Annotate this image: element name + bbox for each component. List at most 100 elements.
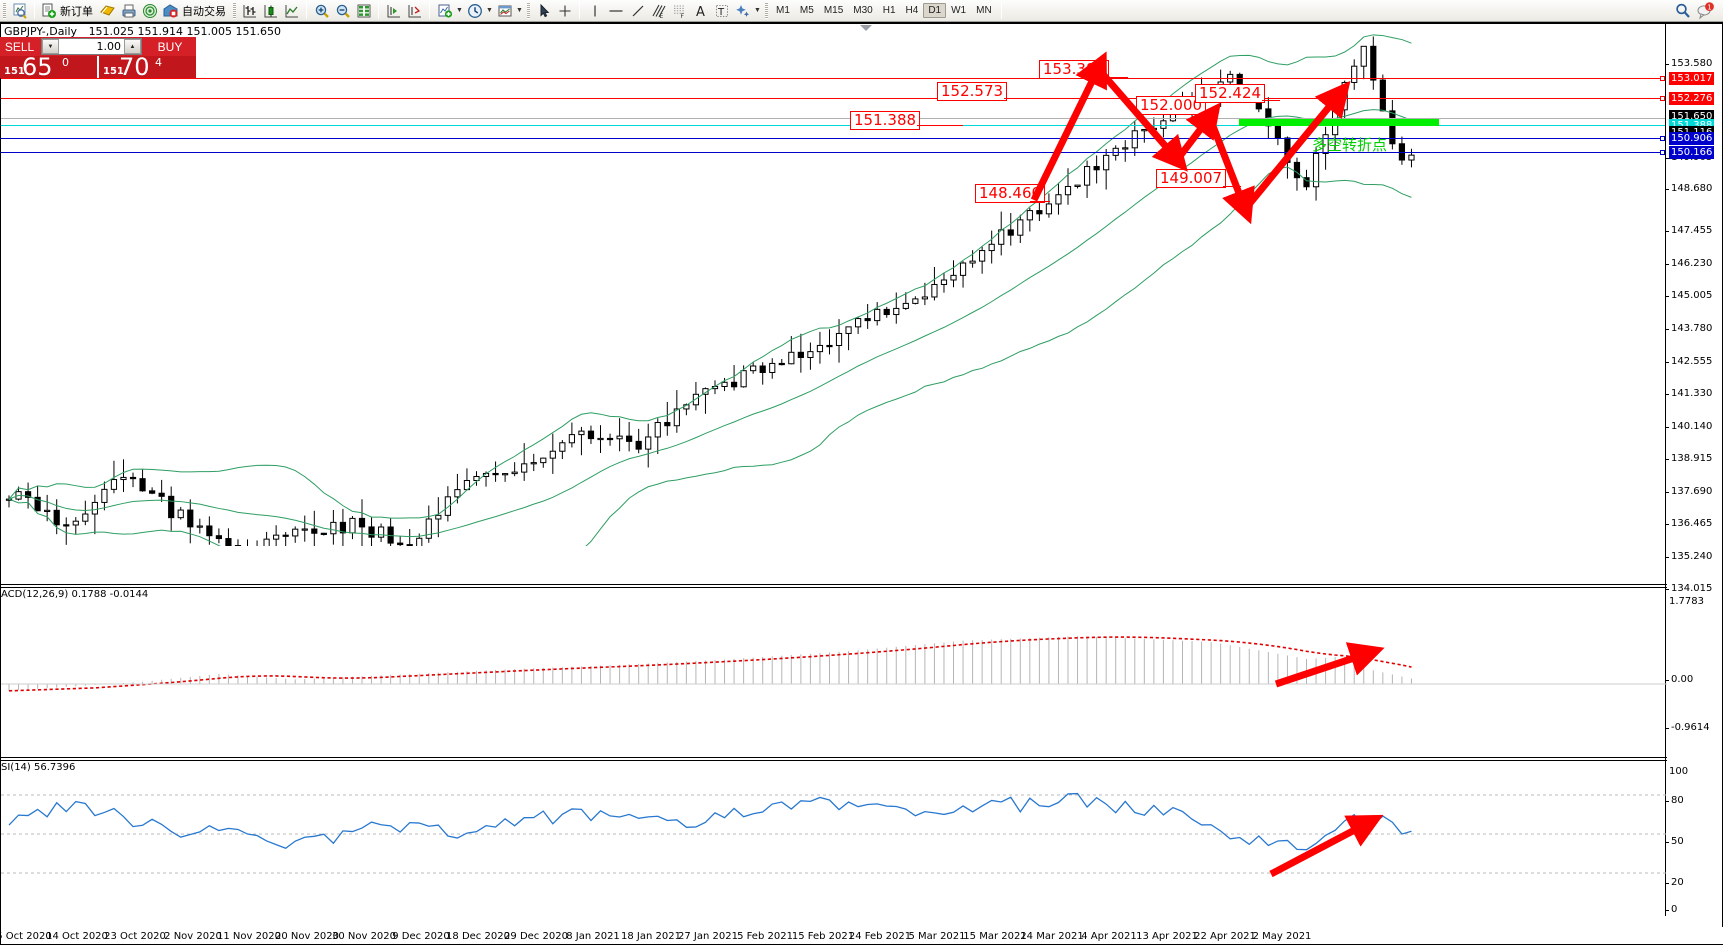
zoom-in-icon[interactable] (311, 1, 332, 21)
cursor-icon[interactable] (533, 1, 554, 21)
one-click-trading-panel[interactable]: SELL ▼ 1.00 ▲ BUY 151 65 0 151 70 4 (0, 37, 196, 78)
macd-arrow-overlay (1274, 642, 1385, 688)
toolbar-grip[interactable] (3, 2, 6, 19)
expert-advisors-icon[interactable] (118, 1, 139, 21)
hline-handle-152276[interactable] (1660, 96, 1665, 101)
annotation-lead-151388 (917, 125, 963, 126)
chevron-down-icon[interactable] (859, 24, 873, 32)
annotation-149007[interactable]: 149.007 (1156, 169, 1227, 188)
grid-icon[interactable] (353, 1, 374, 21)
sell-button[interactable]: SELL (0, 37, 39, 56)
annotation-152573[interactable]: 152.573 (937, 82, 1008, 101)
date-tick: 29 Dec 2020 (504, 931, 568, 942)
equidistant-channel-icon[interactable]: E (648, 1, 669, 21)
autotrading-button[interactable]: 自动交易 (160, 1, 230, 21)
text-label-icon[interactable]: T (711, 1, 732, 21)
shapes-dropdown-caret[interactable]: ▼ (754, 7, 761, 14)
templates-icon[interactable] (494, 1, 515, 21)
date-axis[interactable]: 5 Oct 2020 14 Oct 2020 23 Oct 2020 2 Nov 20… (0, 927, 1723, 944)
shapes-icon[interactable] (732, 1, 753, 21)
macd-chart-canvas[interactable] (1, 594, 1667, 739)
volume-stepper[interactable]: ▼ 1.00 ▲ (39, 37, 144, 56)
date-tick: 11 Nov 2020 (216, 931, 282, 942)
sell-price-fraction: 0 (62, 56, 69, 69)
tab-timeframe-h4[interactable]: H4 (905, 5, 919, 16)
rsi-indicator-label: SI(14) 56.7396 (1, 762, 76, 773)
tab-timeframe-m1[interactable]: M1 (776, 5, 790, 16)
candlestick-chart-icon[interactable] (260, 1, 281, 21)
auto-scroll-icon[interactable] (404, 1, 425, 21)
hline-152276[interactable] (1, 98, 1667, 99)
hline-153017[interactable] (1, 78, 1667, 79)
tab-timeframe-mn[interactable]: MN (976, 5, 992, 16)
vertical-line-icon[interactable] (584, 1, 605, 21)
price-label-150906[interactable]: 150.906 (1669, 132, 1715, 145)
bar-chart-icon[interactable] (239, 1, 260, 21)
price-label-152276[interactable]: 152.276 (1669, 92, 1715, 105)
volume-increment-button[interactable]: ▲ (124, 39, 141, 54)
new-order-button[interactable]: 新订单 (39, 1, 97, 21)
annotation-152424[interactable]: 152.424 (1195, 84, 1266, 103)
price-axis[interactable]: 153.580 149.905 148.680 147.455 146.230 … (1665, 24, 1722, 916)
date-tick: 24 Feb 2021 (848, 931, 912, 942)
hline-151388[interactable] (1, 125, 1667, 126)
date-tick: 5 Oct 2020 (0, 931, 52, 942)
toolbar-grip-4[interactable] (765, 2, 768, 19)
crosshair-icon[interactable] (554, 1, 575, 21)
line-chart-icon[interactable] (281, 1, 302, 21)
toolbar-grip-3[interactable] (527, 2, 530, 19)
date-tick: 18 Jan 2021 (621, 931, 681, 942)
search-icon[interactable] (1672, 1, 1694, 21)
chart-shift-icon[interactable] (383, 1, 404, 21)
tab-timeframe-d1[interactable]: D1 (923, 3, 947, 18)
chart-window[interactable]: GBPJPY-,Daily 151.025 151.914 151.005 15… (0, 22, 1723, 945)
annotation-lead-149007 (1223, 186, 1241, 187)
signals-icon[interactable] (139, 1, 160, 21)
price-label-150166[interactable]: 150.166 (1669, 146, 1715, 159)
date-tick: 22 Apr 2021 (1194, 931, 1256, 942)
buy-price-display[interactable]: 151 70 4 (99, 56, 196, 78)
periods-dropdown-caret[interactable]: ▼ (486, 7, 493, 14)
tab-timeframe-h1[interactable]: H1 (882, 5, 896, 16)
autotrading-label: 自动交易 (182, 4, 226, 18)
hline-handle-150166[interactable] (1660, 150, 1665, 155)
hline-handle-150906[interactable] (1660, 136, 1665, 141)
buy-button[interactable]: BUY (144, 37, 196, 56)
rsi-chart-canvas[interactable] (1, 769, 1667, 917)
annotation-151388[interactable]: 151.388 (850, 111, 921, 130)
notifications-icon[interactable]: 1 (1694, 1, 1717, 21)
horizontal-line-icon[interactable] (605, 1, 627, 21)
trendline-icon[interactable] (627, 1, 648, 21)
volume-input-box[interactable]: ▼ 1.00 ▲ (41, 38, 142, 55)
hline-150906[interactable] (1, 138, 1667, 139)
date-tick: 24 Mar 2021 (1020, 931, 1084, 942)
data-window-icon[interactable] (9, 1, 30, 21)
tab-timeframe-m5[interactable]: M5 (799, 5, 814, 16)
volume-decrement-button[interactable]: ▼ (42, 39, 59, 54)
notification-badge-count: 1 (1707, 3, 1711, 11)
date-tick: 9 Dec 2020 (392, 931, 450, 942)
date-tick: 5 Mar 2021 (908, 931, 966, 942)
support-zone-marker (1239, 119, 1439, 126)
templates-dropdown-caret[interactable]: ▼ (516, 7, 523, 14)
volume-value[interactable]: 1.00 (96, 40, 122, 53)
zoom-out-icon[interactable] (332, 1, 353, 21)
sell-price-display[interactable]: 151 65 0 (0, 56, 97, 78)
tab-timeframe-w1[interactable]: W1 (951, 5, 967, 16)
annotation-148460[interactable]: 148.460 (975, 184, 1046, 203)
annotation-153388[interactable]: 153.388 (1039, 60, 1110, 79)
text-icon[interactable]: A (690, 1, 711, 21)
indicators-icon[interactable] (434, 1, 455, 21)
price-label-153017[interactable]: 153.017 (1669, 72, 1715, 85)
tab-timeframe-m30[interactable]: M30 (853, 5, 873, 16)
periods-icon[interactable] (464, 1, 485, 21)
price-chart-canvas[interactable] (1, 34, 1667, 546)
fibonacci-icon[interactable]: F (669, 1, 690, 21)
metaeditor-icon[interactable] (97, 1, 118, 21)
hline-150166[interactable] (1, 152, 1667, 153)
toolbar-grip-2[interactable] (233, 2, 236, 19)
indicators-dropdown-caret[interactable]: ▼ (456, 7, 463, 14)
tab-timeframe-m15[interactable]: M15 (823, 5, 844, 16)
hline-handle-153017[interactable] (1660, 76, 1665, 81)
date-tick: 4 Apr 2021 (1081, 931, 1137, 942)
